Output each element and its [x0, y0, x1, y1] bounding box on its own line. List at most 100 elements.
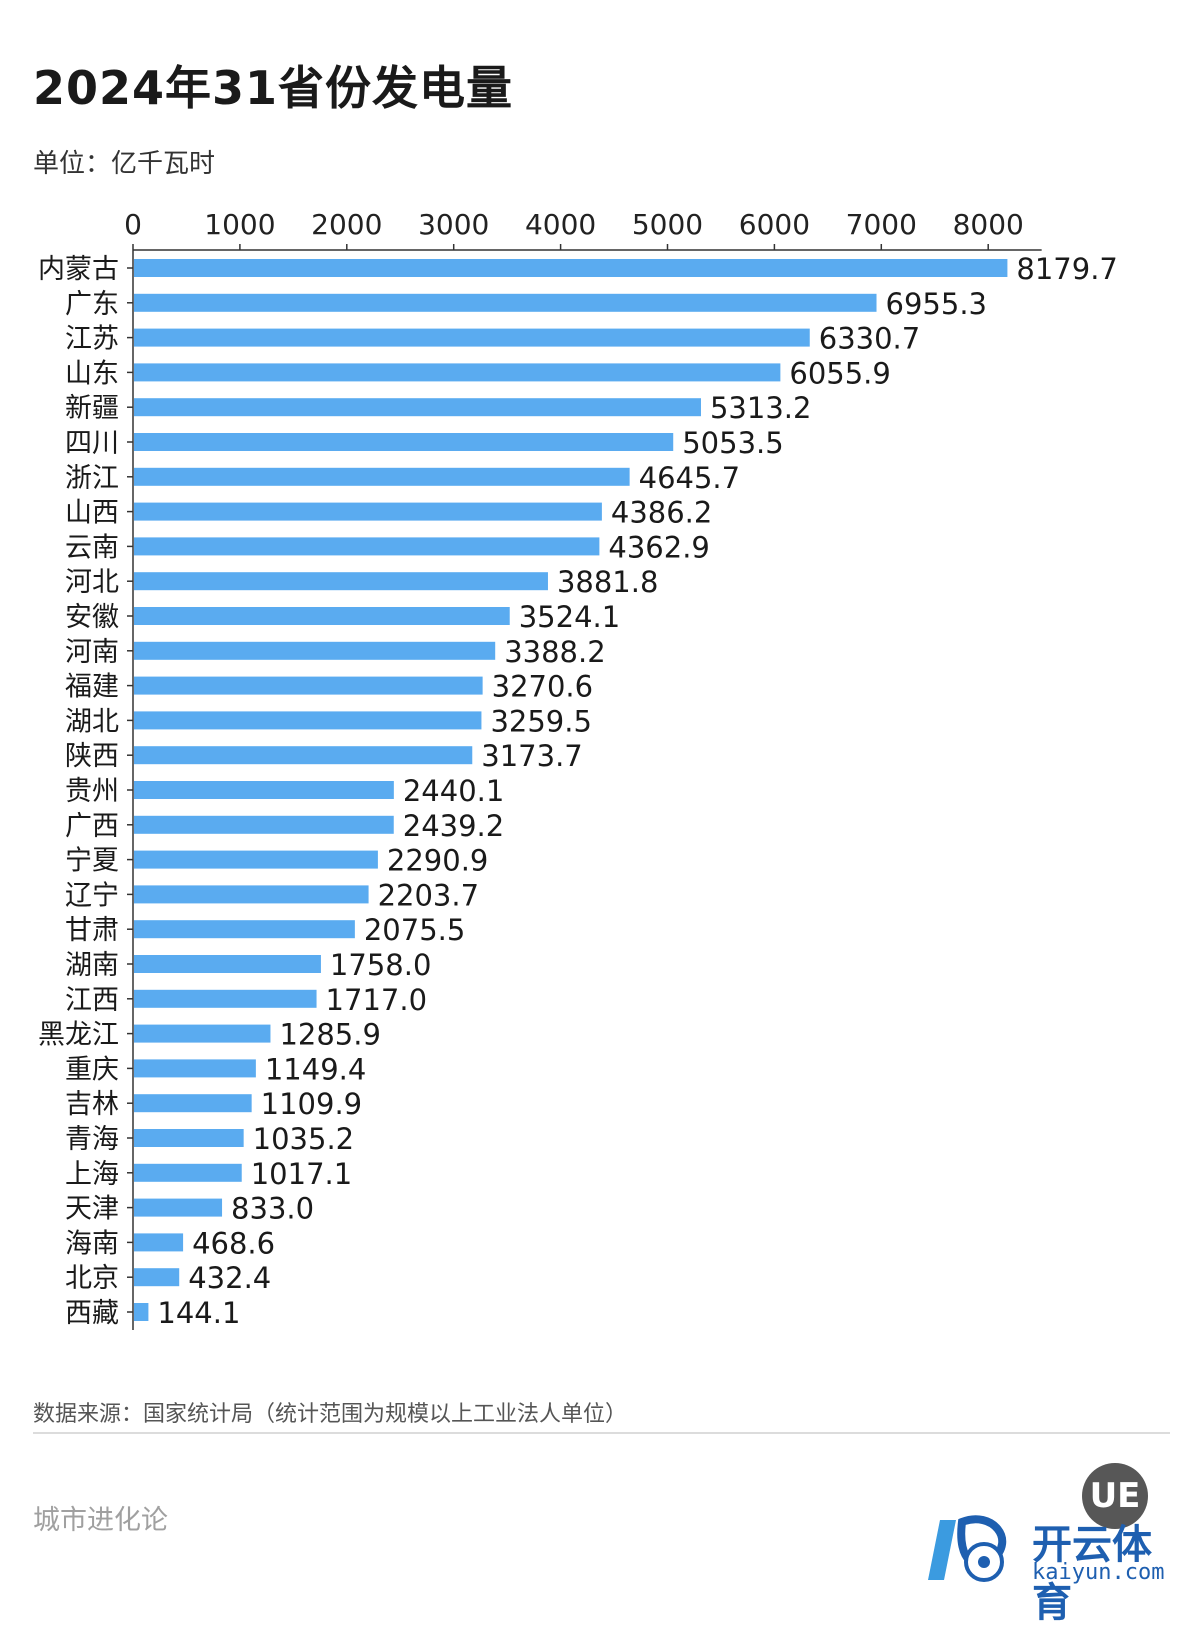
data-label: 6955.3 — [886, 287, 987, 321]
bar — [134, 433, 674, 451]
x-tick-label: 3000 — [418, 208, 489, 241]
data-label: 1109.9 — [261, 1087, 362, 1121]
category-label: 重庆 — [65, 1054, 119, 1085]
category-label: 广东 — [65, 289, 119, 320]
data-label: 2075.5 — [364, 913, 465, 947]
x-tick-label: 5000 — [632, 208, 703, 241]
bar — [134, 537, 600, 556]
data-label: 6330.7 — [819, 322, 920, 356]
category-label: 吉林 — [65, 1089, 119, 1120]
data-label: 3881.8 — [557, 565, 658, 599]
category-label: 贵州 — [65, 776, 119, 807]
category-label: 山东 — [65, 358, 119, 389]
data-label: 1758.0 — [330, 948, 431, 982]
x-tick-label: 1000 — [204, 208, 275, 241]
data-label: 3259.5 — [490, 704, 591, 738]
data-label: 4645.7 — [639, 461, 740, 495]
data-label: 6055.9 — [789, 356, 890, 390]
data-label: 2439.2 — [403, 809, 504, 843]
x-tick-label: 6000 — [739, 208, 810, 241]
bar-chart: 0 1000 2000 3000 4000 5000 6000 7000 8000 内蒙古 8179… — [38, 208, 1118, 1330]
data-label: 1717.0 — [326, 983, 427, 1017]
data-label: 4386.2 — [611, 496, 712, 530]
category-label: 河北 — [65, 567, 119, 598]
category-label: 山西 — [65, 498, 119, 529]
x-tick-label: 7000 — [846, 208, 917, 241]
bar — [134, 328, 810, 347]
x-tick-label: 0 — [124, 208, 142, 241]
category-label: 四川 — [65, 428, 119, 459]
bar — [134, 607, 510, 625]
bar — [134, 850, 378, 869]
category-label: 安徽 — [65, 602, 119, 633]
bar — [134, 1233, 184, 1252]
source-note: 数据来源：国家统计局（统计范围为规模以上工业法人单位） — [33, 1402, 628, 1427]
data-label: 1149.4 — [265, 1052, 366, 1086]
category-label: 青海 — [65, 1124, 119, 1155]
category-label: 福建 — [65, 672, 119, 703]
data-label: 468.6 — [192, 1226, 275, 1260]
bar — [134, 572, 548, 591]
data-label: 3173.7 — [481, 739, 582, 773]
bar — [134, 293, 877, 312]
category-label: 辽宁 — [65, 880, 119, 911]
category-label: 陕西 — [65, 741, 119, 772]
bar — [134, 1268, 180, 1287]
bar — [134, 502, 602, 521]
bar — [134, 1094, 252, 1113]
data-label: 144.1 — [157, 1296, 240, 1330]
bar — [134, 711, 482, 730]
watermark-url: kaiyun.com — [1032, 1560, 1165, 1585]
category-label: 新疆 — [65, 393, 119, 424]
category-label: 云南 — [65, 532, 119, 563]
unit-label: 单位：亿千瓦时 — [33, 149, 216, 179]
data-label: 2290.9 — [387, 844, 488, 878]
data-label: 2440.1 — [403, 774, 504, 808]
data-label: 8179.7 — [1016, 252, 1117, 286]
data-label: 432.4 — [188, 1261, 271, 1295]
bar — [134, 467, 630, 486]
data-label: 1285.9 — [279, 1018, 380, 1052]
data-label: 1017.1 — [251, 1157, 352, 1191]
bar — [134, 1163, 242, 1182]
bar — [134, 1198, 223, 1217]
bar — [134, 885, 369, 904]
bar — [134, 1129, 244, 1147]
category-label: 江苏 — [65, 324, 119, 355]
watermark: 开云体育 kaiyun.com — [922, 1500, 1187, 1626]
category-label: 浙江 — [65, 463, 119, 494]
chart-title: 2024年31省份发电量 — [33, 61, 514, 115]
x-tick-label: 8000 — [953, 208, 1024, 241]
category-label: 甘肃 — [65, 915, 119, 946]
bar — [134, 920, 355, 939]
x-tick-label: 2000 — [311, 208, 382, 241]
divider — [33, 1432, 1170, 1434]
bar — [134, 398, 701, 417]
data-label: 3270.6 — [492, 670, 593, 704]
bar — [134, 676, 483, 695]
data-label: 833.0 — [231, 1192, 314, 1226]
bar — [134, 781, 394, 799]
data-label: 2203.7 — [378, 878, 479, 912]
category-label: 宁夏 — [65, 846, 119, 877]
bar — [134, 989, 317, 1008]
watermark-logo-icon — [928, 1515, 1007, 1582]
category-label: 内蒙古 — [38, 254, 119, 285]
data-label: 3388.2 — [504, 635, 605, 669]
category-label: 江西 — [65, 985, 119, 1016]
category-label: 湖北 — [65, 706, 119, 737]
data-label: 5313.2 — [710, 391, 811, 425]
category-label: 湖南 — [65, 950, 119, 981]
bar — [134, 1303, 149, 1321]
bar — [134, 1059, 256, 1078]
bar — [134, 363, 781, 382]
category-label: 广西 — [65, 811, 119, 842]
category-label: 河南 — [65, 637, 119, 668]
bar — [134, 1024, 271, 1043]
data-label: 1035.2 — [253, 1122, 354, 1156]
category-label: 海南 — [65, 1228, 119, 1259]
category-label: 西藏 — [65, 1298, 119, 1329]
data-label: 5053.5 — [682, 426, 783, 460]
bar — [134, 955, 321, 973]
category-label: 北京 — [65, 1263, 119, 1294]
